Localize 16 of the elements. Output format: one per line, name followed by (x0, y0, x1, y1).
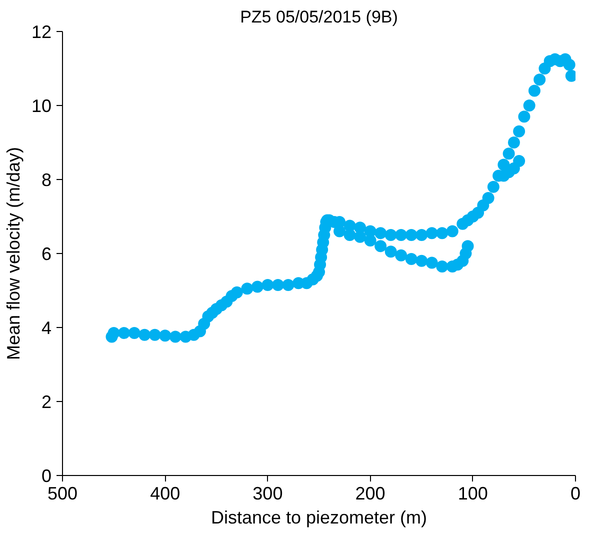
y-tick-label: 10 (31, 96, 52, 116)
x-tick-label: 300 (252, 484, 283, 504)
x-tick-label: 500 (47, 484, 78, 504)
x-tick-label: 100 (458, 484, 488, 504)
x-tick-label: 400 (150, 484, 180, 504)
y-axis-title: Mean flow velocity (m/day) (3, 146, 24, 360)
y-tick-label: 4 (41, 318, 52, 338)
x-tick-label: 200 (355, 484, 386, 504)
y-tick-label: 6 (41, 244, 52, 264)
chart-title: PZ5 05/05/2015 (9B) (240, 8, 398, 26)
x-tick-label: 0 (570, 484, 581, 504)
y-tick-label: 8 (41, 170, 52, 190)
y-tick-label: 0 (41, 466, 52, 486)
y-tick-label: 12 (31, 22, 52, 42)
y-tick-label: 2 (41, 392, 52, 412)
x-axis-title: Distance to piezometer (m) (210, 508, 428, 528)
